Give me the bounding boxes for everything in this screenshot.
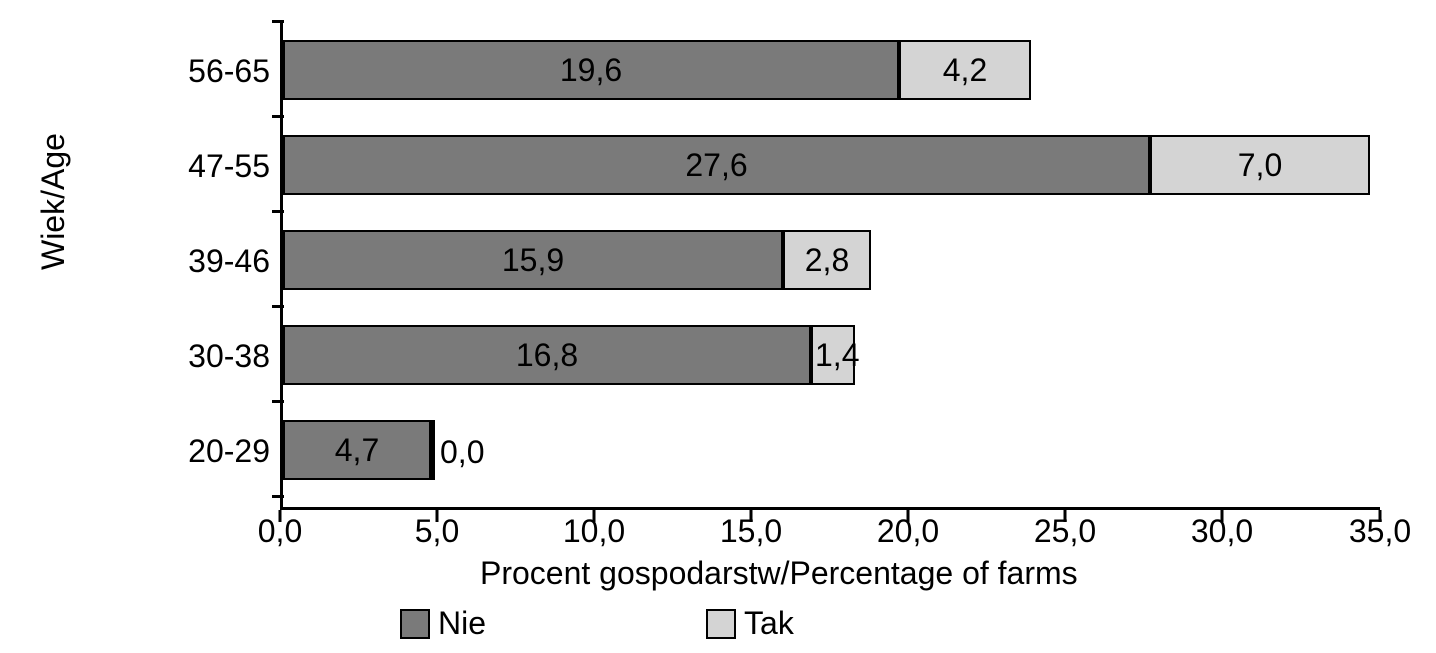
bar-tak-20-29: [431, 420, 435, 480]
x-tick-label-30: 30,0: [1191, 513, 1253, 550]
bar-tak-56-65: 4,2: [899, 40, 1031, 100]
legend-item-tak: Tak: [706, 605, 794, 642]
bar-label-tak-39-46: 2,8: [805, 242, 849, 279]
y-tick-mark: [272, 495, 284, 498]
x-tick-label-20: 20,0: [877, 513, 939, 550]
y-tick-label-20-29: 20-29: [188, 433, 270, 470]
x-axis-title: Procent gospodarstw/Percentage of farms: [480, 555, 1078, 592]
bar-label-nie-47-55: 27,6: [685, 147, 747, 184]
bar-label-nie-39-46: 15,9: [502, 242, 564, 279]
y-tick-mark: [272, 305, 284, 308]
y-tick-label-56-65: 56-65: [188, 53, 270, 90]
bar-tak-47-55: 7,0: [1150, 135, 1370, 195]
x-tick-label-35: 35,0: [1349, 513, 1411, 550]
y-tick-mark: [272, 210, 284, 213]
x-tick-label-15: 15,0: [720, 513, 782, 550]
x-tick-label-5: 5,0: [415, 513, 459, 550]
bar-nie-39-46: 15,9: [283, 230, 783, 290]
y-axis-title: Wiek/Age: [35, 133, 72, 270]
y-tick-mark: [272, 115, 284, 118]
bar-label-tak-20-29: 0,0: [440, 434, 484, 471]
x-tick-label-0: 0,0: [258, 513, 302, 550]
bar-label-nie-56-65: 19,6: [560, 52, 622, 89]
bar-nie-56-65: 19,6: [283, 40, 899, 100]
y-tick-label-30-38: 30-38: [188, 338, 270, 375]
bar-tak-30-38: 1,4: [811, 325, 855, 385]
bar-nie-47-55: 27,6: [283, 135, 1150, 195]
legend-label-tak: Tak: [744, 605, 794, 642]
legend: Nie Tak: [400, 605, 794, 642]
bar-label-nie-20-29: 4,7: [335, 432, 379, 469]
bar-label-nie-30-38: 16,8: [516, 337, 578, 374]
bar-label-tak-47-55: 7,0: [1238, 147, 1282, 184]
legend-swatch-tak: [706, 609, 736, 639]
y-tick-mark: [272, 20, 284, 23]
chart-container: Wiek/Age Procent gospodarstw/Percentage …: [0, 0, 1436, 653]
legend-swatch-nie: [400, 609, 430, 639]
bar-label-tak-30-38: 1,4: [815, 337, 859, 374]
bar-nie-30-38: 16,8: [283, 325, 811, 385]
x-tick-label-25: 25,0: [1034, 513, 1096, 550]
legend-label-nie: Nie: [438, 605, 486, 642]
legend-item-nie: Nie: [400, 605, 486, 642]
bar-label-tak-56-65: 4,2: [943, 52, 987, 89]
bar-nie-20-29: 4,7: [283, 420, 431, 480]
bar-tak-39-46: 2,8: [783, 230, 871, 290]
y-tick-label-47-55: 47-55: [188, 148, 270, 185]
y-tick-label-39-46: 39-46: [188, 243, 270, 280]
x-tick-label-10: 10,0: [563, 513, 625, 550]
y-tick-mark: [272, 400, 284, 403]
